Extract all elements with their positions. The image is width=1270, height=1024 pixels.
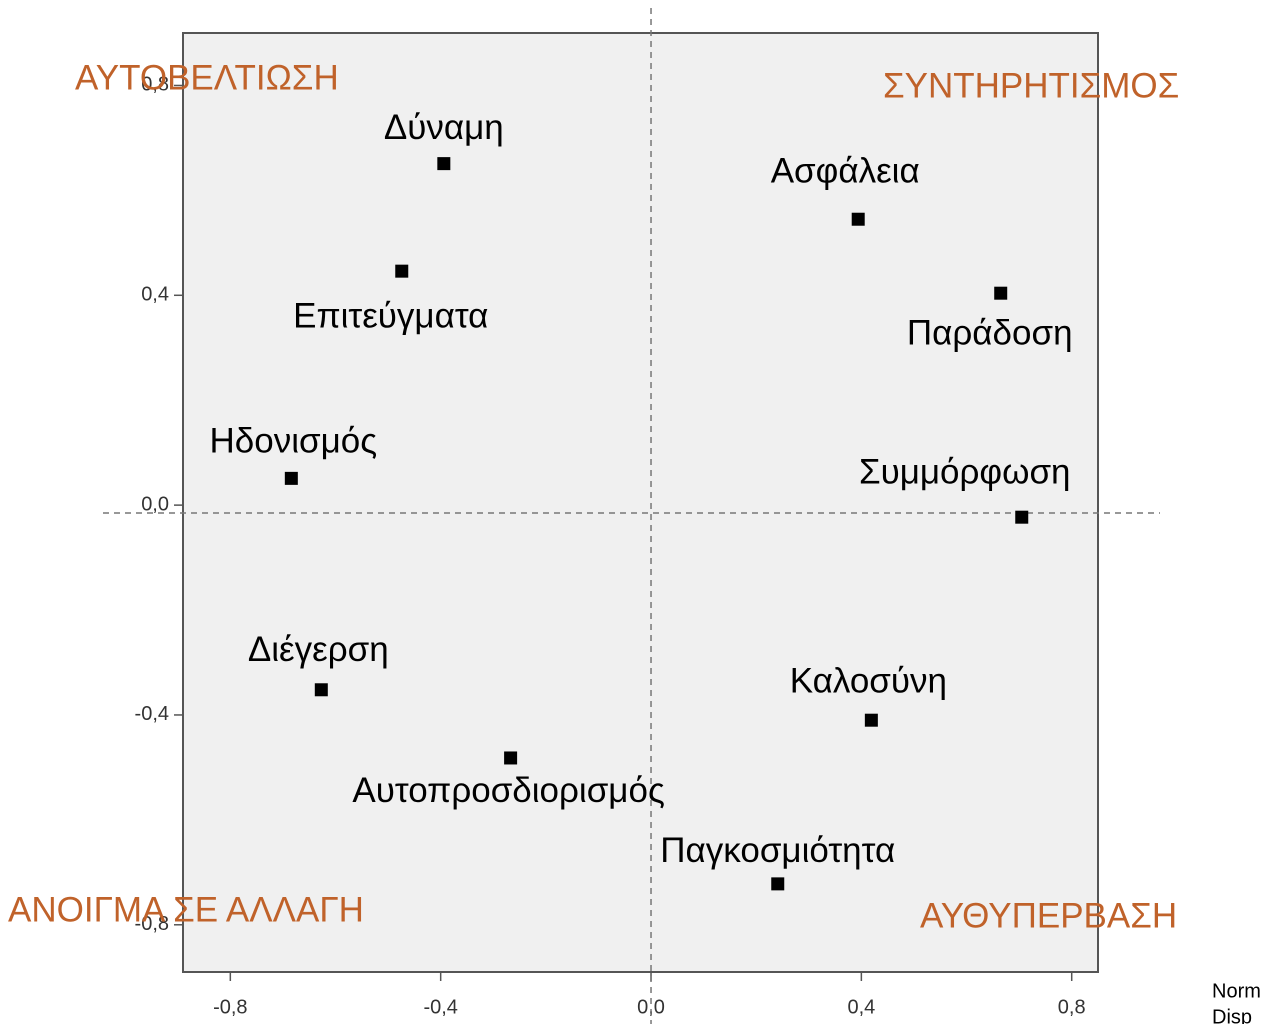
point [771,877,785,891]
point-label: Παράδοση [907,313,1073,352]
y-tick-label: 0,0 [141,493,169,515]
x-tick-label: 0,0 [637,996,665,1018]
x-tick-label: 0,8 [1058,996,1086,1018]
point [851,212,865,226]
point-label: Ασφάλεια [771,151,920,190]
x-tick-label: -0,8 [213,996,247,1018]
quadrant-label: ΣΥΝΤΗΡΗΤΙΣΜΟΣ [883,66,1179,105]
point-label: Παγκοσμιότητα [660,831,895,870]
y-tick-label: -0,4 [135,703,169,725]
point-label: Ηδονισμός [210,422,378,461]
point-label: Αυτοπροσδιορισμός [352,771,664,810]
x-tick-label: 0,4 [847,996,875,1018]
point [314,683,328,697]
point [994,286,1008,300]
point [1015,510,1029,524]
point-label: Συμμόρφωση [859,452,1071,491]
x-tick-label: -0,4 [423,996,457,1018]
point-label: Επιτεύγματα [293,296,488,335]
y-tick-label: 0,8 [141,74,169,96]
point [395,264,409,278]
y-tick-label: -0,8 [135,913,169,935]
point [864,713,878,727]
point-label: Καλοσύνη [790,661,947,700]
y-tick-label: 0,4 [141,284,169,306]
plot-area [182,32,1099,973]
footnote: Disp [1212,1006,1252,1024]
quadrant-label: ΑΥΤΟΒΕΛΤΙΩΣΗ [75,58,339,97]
footnote: Norm [1212,980,1261,1002]
point-label: Διέγερση [248,630,389,669]
point [504,751,518,765]
point [284,471,298,485]
quadrant-label: ΑΝΟΙΓΜΑ ΣΕ ΑΛΛΑΓΗ [8,890,364,929]
point-label: Δύναμη [384,108,504,147]
point [437,157,451,171]
quadrant-label: ΑΥΘΥΠΕΡΒΑΣΗ [920,896,1177,935]
